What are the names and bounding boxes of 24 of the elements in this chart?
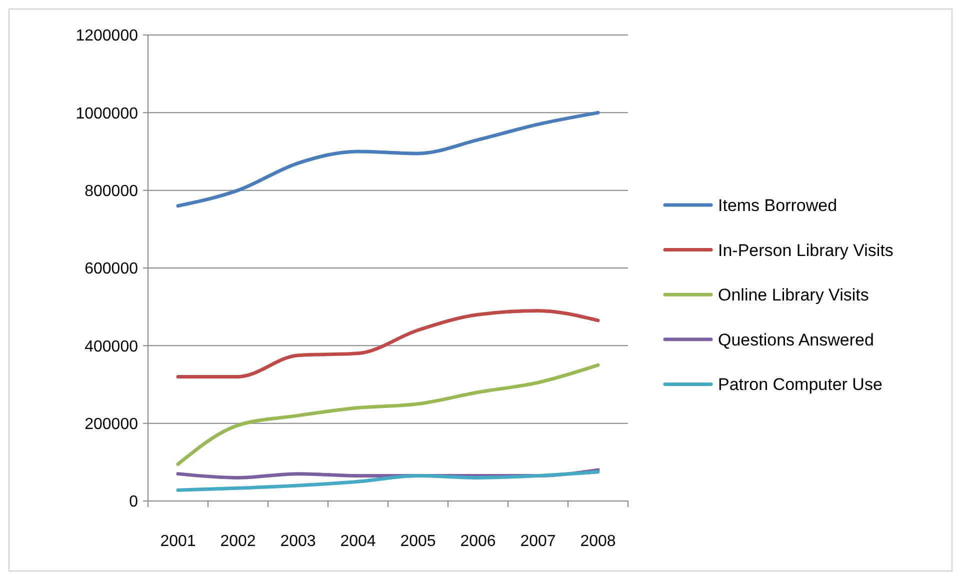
x-tick-label: 2002 xyxy=(220,533,256,550)
legend-label: Patron Computer Use xyxy=(718,375,882,394)
legend-label: Questions Answered xyxy=(718,330,874,350)
legend-label: Online Library Visits xyxy=(718,286,869,305)
y-tick-label: 800000 xyxy=(84,182,138,200)
y-tick-label: 200000 xyxy=(84,416,138,433)
x-tick-label: 2008 xyxy=(580,533,616,550)
x-tick-label: 2005 xyxy=(400,533,436,550)
line-series xyxy=(176,308,600,378)
y-tick-label: 0 xyxy=(129,494,138,511)
line-series xyxy=(176,470,600,492)
x-tick-label: 2006 xyxy=(460,533,496,550)
x-tick-label: 2007 xyxy=(520,533,556,550)
legend-label: Items Borrowed xyxy=(718,196,838,215)
line-series xyxy=(176,363,600,466)
x-tick-label: 2004 xyxy=(340,533,376,550)
y-tick-label: 600000 xyxy=(84,260,138,278)
y-tick-label: 1200000 xyxy=(76,28,138,45)
legend-label: In-Person Library Visits xyxy=(718,240,894,260)
x-tick-label: 2001 xyxy=(160,533,196,550)
y-tick-label: 400000 xyxy=(84,338,138,356)
y-tick-label: 1000000 xyxy=(76,105,138,122)
line-series xyxy=(176,110,600,208)
x-tick-label: 2003 xyxy=(280,533,316,550)
